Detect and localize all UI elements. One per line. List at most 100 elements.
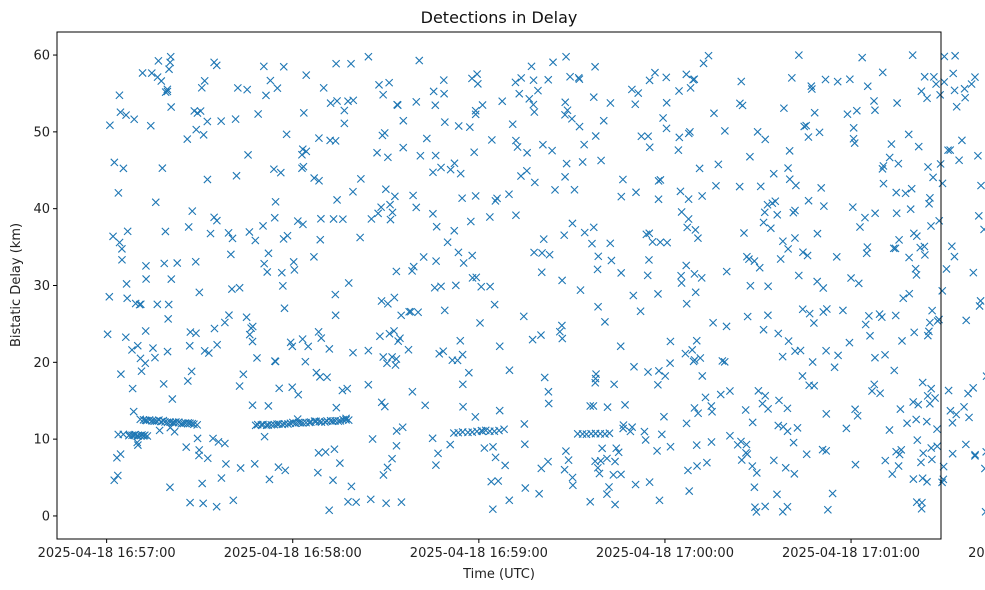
detection-point (666, 442, 675, 451)
detection-point (711, 181, 720, 190)
detection-point (563, 106, 572, 115)
detection-point (331, 290, 340, 299)
detection-point (210, 324, 219, 333)
detection-point (465, 123, 474, 132)
detection-point (805, 309, 814, 318)
detection-point (694, 409, 703, 418)
detection-point (544, 457, 553, 466)
detection-point (193, 434, 202, 443)
detection-point (697, 273, 706, 282)
detection-point (199, 130, 208, 139)
detection-point (885, 153, 894, 162)
detection-point (720, 126, 729, 135)
detection-point (593, 265, 602, 274)
detection-point (281, 466, 290, 475)
detection-point (893, 99, 902, 108)
detection-point (961, 440, 970, 449)
detection-point (870, 353, 879, 362)
detection-point (657, 430, 666, 439)
detection-point (454, 248, 463, 257)
detection-point (655, 496, 664, 505)
detection-point (471, 106, 480, 115)
detection-point (725, 387, 734, 396)
detection-point (494, 476, 503, 485)
detection-point (319, 83, 328, 92)
detection-point (643, 271, 652, 280)
detection-point (283, 420, 292, 428)
detection-point (778, 352, 787, 361)
detection-point (750, 503, 759, 512)
detection-point (116, 370, 125, 379)
detection-point (794, 271, 803, 280)
detection-point (276, 168, 285, 177)
detection-point (766, 224, 775, 233)
detection-point (316, 214, 325, 223)
detection-point (167, 103, 176, 112)
detection-point (184, 222, 193, 231)
detection-point (789, 438, 798, 447)
detection-point (798, 248, 807, 257)
detection-point (645, 76, 654, 85)
detection-point (722, 267, 731, 276)
detection-point (548, 146, 557, 155)
detection-point (560, 110, 569, 119)
detection-point (654, 176, 663, 185)
detection-point (173, 259, 182, 268)
detection-point (587, 239, 596, 248)
detection-point (392, 441, 401, 450)
detection-point (163, 85, 172, 94)
detection-point (881, 350, 890, 359)
detection-point (261, 91, 270, 100)
detection-point (435, 349, 444, 358)
detection-point (338, 386, 347, 395)
detection-point (478, 101, 487, 110)
detection-point (909, 398, 918, 407)
detection-point (695, 164, 704, 173)
detection-point (632, 188, 640, 197)
detection-point (690, 269, 699, 278)
detection-point (605, 483, 613, 492)
detection-point (634, 89, 643, 98)
detection-point (298, 335, 307, 344)
detection-point (224, 228, 233, 237)
detection-point (800, 122, 809, 131)
detection-point (386, 215, 395, 224)
detection-point (266, 76, 275, 85)
detection-point (733, 440, 742, 449)
detection-point (409, 262, 418, 271)
detection-point (235, 283, 244, 292)
detection-point (662, 73, 671, 82)
detection-point (392, 267, 401, 276)
detection-point (759, 325, 768, 334)
detection-point (229, 496, 238, 505)
detection-point (377, 297, 386, 305)
detection-point (920, 242, 929, 251)
detection-point (917, 504, 926, 513)
detection-point (440, 89, 449, 98)
detection-point (854, 279, 863, 288)
detection-point (861, 320, 870, 329)
detection-point (614, 448, 623, 457)
detection-point (864, 311, 873, 320)
detection-point (264, 249, 273, 258)
detection-point (529, 76, 538, 85)
detection-point (681, 349, 690, 358)
detection-point (464, 368, 473, 377)
detection-point (419, 253, 428, 261)
detection-point (566, 72, 575, 81)
detection-point (759, 218, 768, 227)
detection-point (379, 353, 388, 362)
detection-point (863, 243, 872, 252)
detection-point (739, 229, 748, 238)
detection-point (520, 419, 529, 428)
detection-point (781, 463, 790, 472)
detection-point (188, 207, 197, 216)
detection-point (970, 451, 979, 460)
detection-point (129, 407, 138, 416)
detection-point (332, 403, 341, 412)
detection-point (787, 73, 796, 82)
detection-point (330, 445, 339, 454)
detection-point (309, 252, 318, 261)
detection-point (753, 127, 762, 136)
